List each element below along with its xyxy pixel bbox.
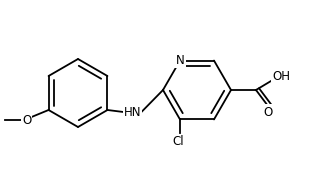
Text: OH: OH [272, 70, 290, 83]
Text: Cl: Cl [172, 135, 184, 148]
Text: N: N [176, 54, 184, 67]
Text: O: O [263, 105, 273, 119]
Text: O: O [22, 114, 31, 127]
Text: HN: HN [124, 105, 141, 119]
